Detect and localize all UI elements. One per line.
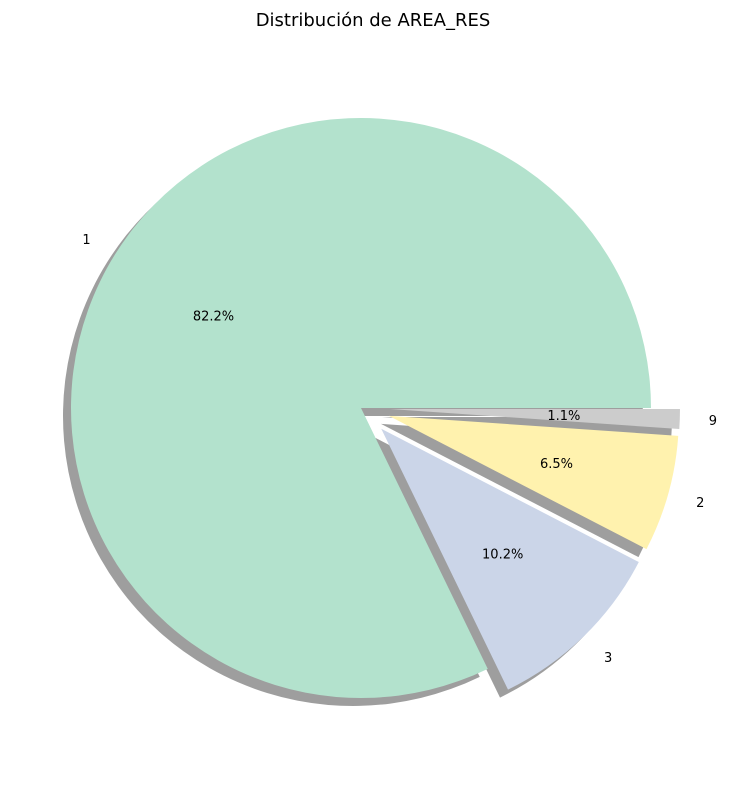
slice-3-label: 3: [604, 651, 612, 666]
slice-2-percent-label: 6.5%: [540, 457, 573, 472]
slice-9-percent-label: 1.1%: [547, 409, 580, 424]
slice-3-percent-label: 10.2%: [482, 547, 523, 562]
slices: [70, 118, 680, 699]
slice-2-label: 2: [696, 496, 704, 511]
slice-1-percent-label: 82.2%: [193, 310, 234, 325]
slice-2: [388, 415, 679, 550]
slice-3: [381, 428, 639, 690]
slice-1: [70, 118, 652, 699]
slice-labels: 1 82.2% 3 10.2% 2 6.5% 9 1.1%: [82, 233, 717, 666]
slice-9: [389, 409, 680, 430]
slice-1-label: 1: [82, 233, 90, 248]
chart-title: Distribución de AREA_RES: [256, 10, 491, 31]
slice-9-label: 9: [709, 414, 717, 429]
